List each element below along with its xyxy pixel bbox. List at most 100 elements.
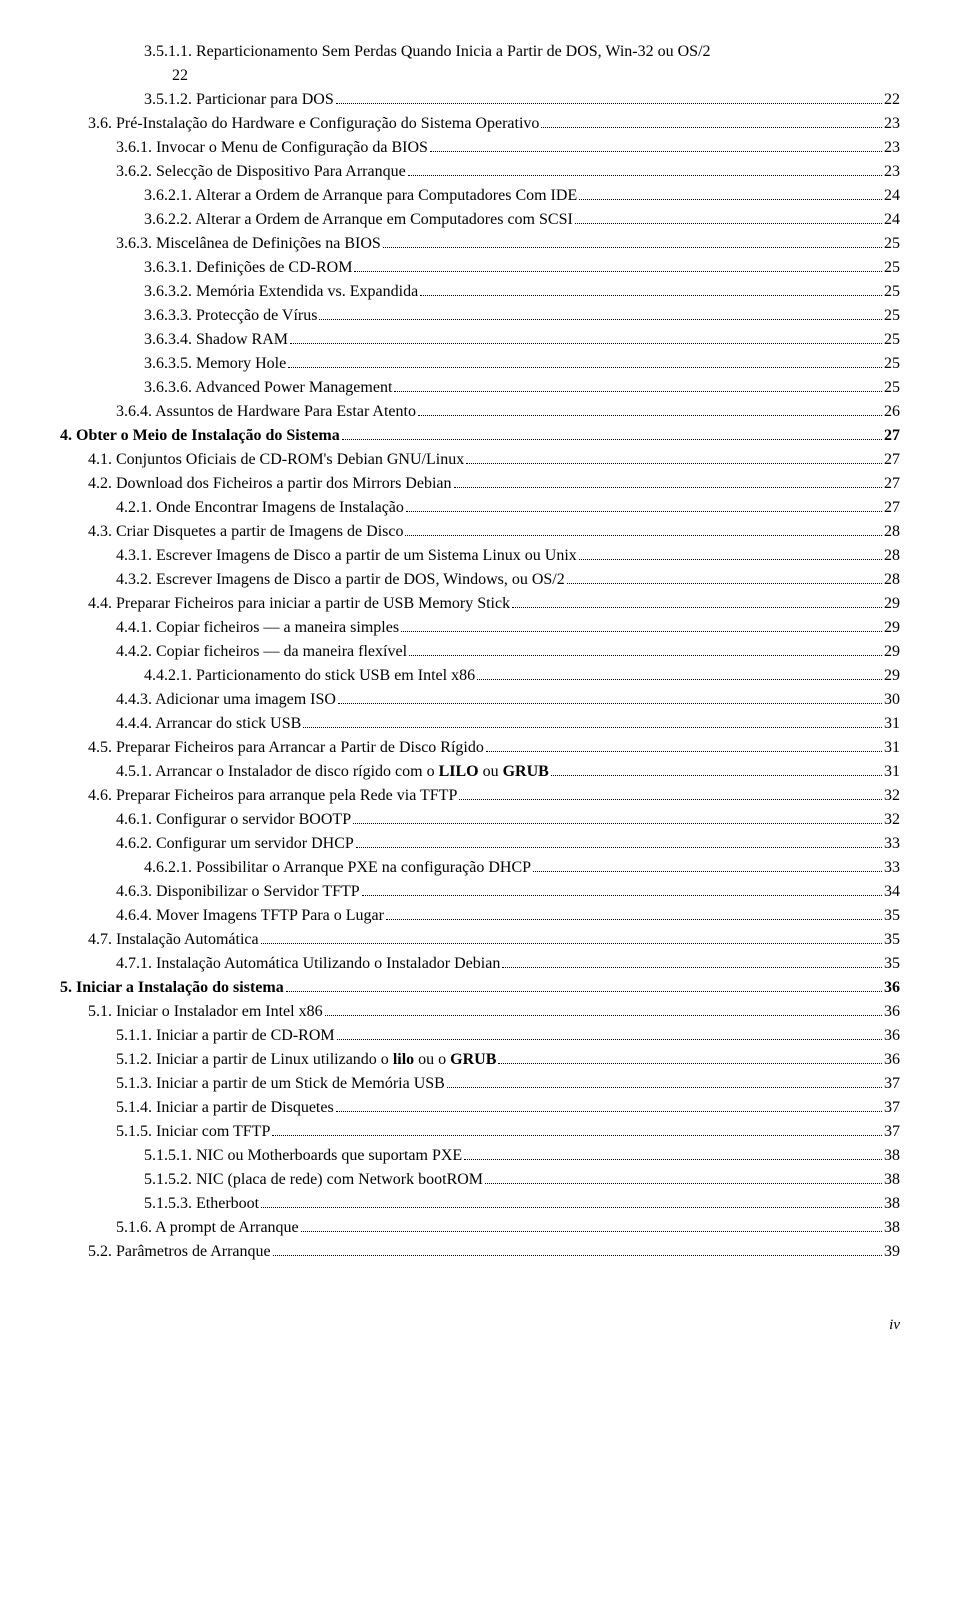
toc-entry[interactable]: 3.6.1. Invocar o Menu de Configuração da… <box>60 136 900 160</box>
toc-leader <box>408 164 882 176</box>
toc-leader <box>383 236 882 248</box>
toc-page: 33 <box>884 832 900 856</box>
toc-entry[interactable]: 5.1.1. Iniciar a partir de CD-ROM36 <box>60 1024 900 1048</box>
toc-leader <box>386 908 882 920</box>
toc-entry[interactable]: 4.4.3. Adicionar uma imagem ISO30 <box>60 688 900 712</box>
toc-page: 31 <box>884 736 900 760</box>
toc-label: 4.6.4. Mover Imagens TFTP Para o Lugar <box>116 904 384 928</box>
toc-entry[interactable]: 4.6.2.1. Possibilitar o Arranque PXE na … <box>60 856 900 880</box>
toc-page: 24 <box>884 208 900 232</box>
toc-entry[interactable]: 3.6.2. Selecção de Dispositivo Para Arra… <box>60 160 900 184</box>
toc-entry[interactable]: 3.5.1.1. Reparticionamento Sem Perdas Qu… <box>60 40 900 64</box>
toc-leader <box>337 1028 882 1040</box>
toc-entry[interactable]: 3.6.3.5. Memory Hole25 <box>60 352 900 376</box>
toc-leader <box>325 1004 882 1016</box>
toc-entry[interactable]: 3.6.2.2. Alterar a Ordem de Arranque em … <box>60 208 900 232</box>
toc-entry[interactable]: 5.1.4. Iniciar a partir de Disquetes37 <box>60 1096 900 1120</box>
toc-label: 4.2. Download dos Ficheiros a partir dos… <box>88 472 452 496</box>
toc-entry[interactable]: 4.1. Conjuntos Oficiais de CD-ROM's Debi… <box>60 448 900 472</box>
toc-entry[interactable]: 5.1.2. Iniciar a partir de Linux utiliza… <box>60 1048 900 1072</box>
toc-entry[interactable]: 3.6.3.2. Memória Extendida vs. Expandida… <box>60 280 900 304</box>
toc-entry[interactable]: 4.3.2. Escrever Imagens de Disco a parti… <box>60 568 900 592</box>
toc-page: 36 <box>884 976 900 1000</box>
toc-entry[interactable]: 4.7.1. Instalação Automática Utilizando … <box>60 952 900 976</box>
toc-container: 3.5.1.1. Reparticionamento Sem Perdas Qu… <box>60 40 900 1264</box>
toc-leader <box>336 1100 882 1112</box>
toc-entry[interactable]: 4.4.4. Arrancar do stick USB31 <box>60 712 900 736</box>
toc-page: 27 <box>884 472 900 496</box>
toc-page: 28 <box>884 520 900 544</box>
toc-entry[interactable]: 5.1.5.1. NIC ou Motherboards que suporta… <box>60 1144 900 1168</box>
toc-entry[interactable]: 5.1.3. Iniciar a partir de um Stick de M… <box>60 1072 900 1096</box>
toc-label: 3.5.1.2. Particionar para DOS <box>144 88 334 112</box>
toc-leader <box>362 884 882 896</box>
toc-leader <box>272 1124 882 1136</box>
toc-entry[interactable]: 4.4.2.1. Particionamento do stick USB em… <box>60 664 900 688</box>
toc-entry[interactable]: 3.6.3.4. Shadow RAM25 <box>60 328 900 352</box>
toc-entry[interactable]: 5. Iniciar a Instalação do sistema 36 <box>60 976 900 1000</box>
toc-entry[interactable]: 5.1.5.2. NIC (placa de rede) com Network… <box>60 1168 900 1192</box>
toc-entry[interactable]: 4.2.1. Onde Encontrar Imagens de Instala… <box>60 496 900 520</box>
toc-entry[interactable]: 3.6.2.1. Alterar a Ordem de Arranque par… <box>60 184 900 208</box>
toc-label: 5.2. Parâmetros de Arranque <box>88 1240 271 1264</box>
toc-page: 25 <box>884 328 900 352</box>
toc-label: 4.4.2.1. Particionamento do stick USB em… <box>144 664 475 688</box>
toc-page: 35 <box>884 928 900 952</box>
toc-leader <box>567 572 882 584</box>
toc-label: 3.6.3. Miscelânea de Definições na BIOS <box>116 232 381 256</box>
toc-entry[interactable]: 4.4.1. Copiar ficheiros — a maneira simp… <box>60 616 900 640</box>
toc-leader <box>466 452 882 464</box>
toc-page: 36 <box>884 1024 900 1048</box>
toc-entry[interactable]: 3.6.3.3. Protecção de Vírus25 <box>60 304 900 328</box>
toc-page: 33 <box>884 856 900 880</box>
toc-page: 25 <box>884 232 900 256</box>
toc-entry[interactable]: 3.6. Pré-Instalação do Hardware e Config… <box>60 112 900 136</box>
toc-leader <box>290 332 882 344</box>
toc-entry[interactable]: 4.4.2. Copiar ficheiros — da maneira fle… <box>60 640 900 664</box>
toc-label: 5. Iniciar a Instalação do sistema <box>60 976 284 1000</box>
toc-entry[interactable]: 4.6. Preparar Ficheiros para arranque pe… <box>60 784 900 808</box>
toc-leader <box>485 1172 882 1184</box>
toc-entry[interactable]: 4.5. Preparar Ficheiros para Arrancar a … <box>60 736 900 760</box>
toc-page: 28 <box>884 544 900 568</box>
toc-entry[interactable]: 3.6.4. Assuntos de Hardware Para Estar A… <box>60 400 900 424</box>
toc-leader <box>354 260 882 272</box>
toc-label: 4.6.3. Disponibilizar o Servidor TFTP <box>116 880 360 904</box>
toc-leader <box>409 644 882 656</box>
toc-entry[interactable]: 5.1.5. Iniciar com TFTP37 <box>60 1120 900 1144</box>
toc-entry[interactable]: 4.3. Criar Disquetes a partir de Imagens… <box>60 520 900 544</box>
toc-entry[interactable]: 4.6.3. Disponibilizar o Servidor TFTP34 <box>60 880 900 904</box>
toc-entry[interactable]: 4.3.1. Escrever Imagens de Disco a parti… <box>60 544 900 568</box>
toc-page: 23 <box>884 136 900 160</box>
toc-page: 38 <box>884 1144 900 1168</box>
toc-entry[interactable]: 5.2. Parâmetros de Arranque39 <box>60 1240 900 1264</box>
toc-entry[interactable]: 5.1. Iniciar o Instalador em Intel x8636 <box>60 1000 900 1024</box>
toc-page: 27 <box>884 496 900 520</box>
toc-entry[interactable]: 4.4. Preparar Ficheiros para iniciar a p… <box>60 592 900 616</box>
toc-entry[interactable]: 3.6.3. Miscelânea de Definições na BIOS 2… <box>60 232 900 256</box>
toc-leader <box>356 836 882 848</box>
toc-page: 29 <box>884 664 900 688</box>
toc-entry[interactable]: 4.6.4. Mover Imagens TFTP Para o Lugar35 <box>60 904 900 928</box>
toc-entry[interactable]: 5.1.6. A prompt de Arranque38 <box>60 1216 900 1240</box>
toc-label: 4.6.2. Configurar um servidor DHCP <box>116 832 354 856</box>
toc-entry[interactable]: 3.6.3.6. Advanced Power Management25 <box>60 376 900 400</box>
toc-label: 3.6.3.6. Advanced Power Management <box>144 376 392 400</box>
toc-leader <box>551 764 882 776</box>
toc-entry[interactable]: 4.7. Instalação Automática35 <box>60 928 900 952</box>
toc-entry[interactable]: 4. Obter o Meio de Instalação do Sistema… <box>60 424 900 448</box>
toc-entry[interactable]: 4.5.1. Arrancar o Instalador de disco rí… <box>60 760 900 784</box>
toc-entry[interactable]: 4.2. Download dos Ficheiros a partir dos… <box>60 472 900 496</box>
toc-leader <box>303 716 882 728</box>
toc-leader <box>430 140 882 152</box>
toc-leader <box>261 1196 882 1208</box>
toc-entry[interactable]: 3.6.3.1. Definições de CD-ROM25 <box>60 256 900 280</box>
toc-entry[interactable]: 3.5.1.2. Particionar para DOS22 <box>60 88 900 112</box>
toc-leader <box>338 692 882 704</box>
toc-page: 27 <box>884 448 900 472</box>
toc-leader <box>319 308 882 320</box>
toc-label: 4.6. Preparar Ficheiros para arranque pe… <box>88 784 457 808</box>
toc-entry[interactable]: 4.6.1. Configurar o servidor BOOTP32 <box>60 808 900 832</box>
toc-entry[interactable]: 5.1.5.3. Etherboot38 <box>60 1192 900 1216</box>
toc-entry[interactable]: 4.6.2. Configurar um servidor DHCP 33 <box>60 832 900 856</box>
